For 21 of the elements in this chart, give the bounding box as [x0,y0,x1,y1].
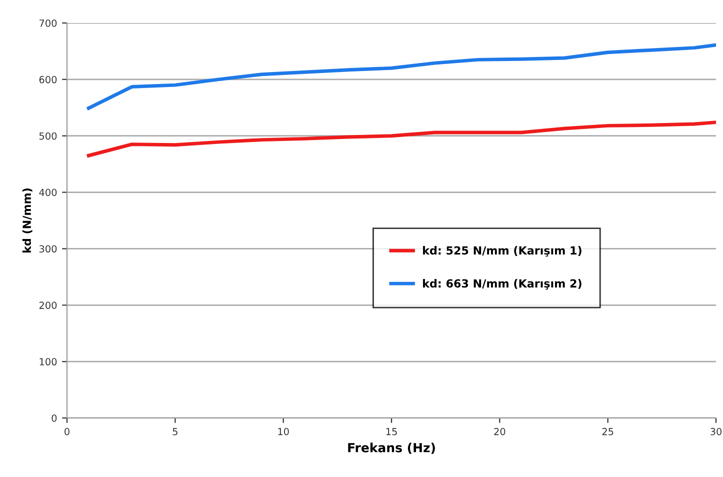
x-tick-label: 30 [710,428,722,436]
x-tick-label: 20 [494,428,506,436]
x-tick-label: 25 [602,428,614,436]
line-series [86,120,716,158]
x-tick-label: 5 [172,428,178,436]
y-tick-label: 600 [39,76,57,84]
y-tick-label: 400 [39,188,57,196]
y-tick-label: 700 [40,19,57,27]
x-tick-label: 0 [64,428,70,436]
line-series [86,43,716,110]
legend-label: kd: 663 N/mm (Karışım 2) [423,279,582,290]
x-tick-label: 10 [278,428,289,436]
y-tick-label: 0 [52,414,57,422]
y-tick-label: 500 [39,132,57,140]
y-tick-label: 200 [39,302,57,309]
x-axis-title: Frekans (Hz) [348,442,435,454]
y-tick-label: 100 [40,358,57,366]
y-axis-title: kd (N/mm) [22,188,32,253]
x-tick-label: 15 [386,428,397,436]
legend-label: kd: 525 N/mm (Karışım 1) [423,246,582,257]
y-tick-label: 300 [39,245,57,253]
